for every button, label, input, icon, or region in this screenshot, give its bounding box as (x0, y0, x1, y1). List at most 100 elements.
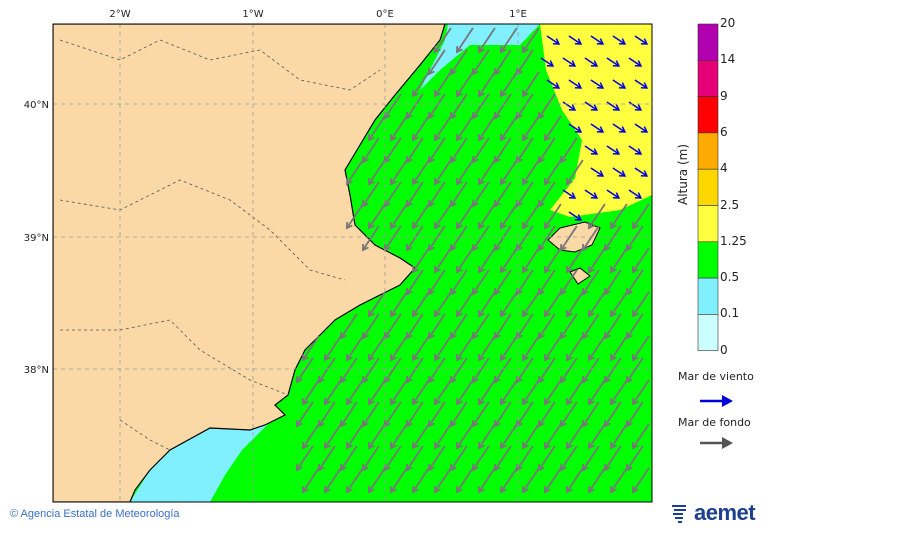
swell-arrow (450, 401, 468, 427)
colorbar-segment (697, 23, 719, 61)
swell-arrow-head (361, 243, 369, 252)
swell-arrow-head (339, 463, 347, 472)
swell-arrow-head (433, 397, 441, 406)
swell-arrow (390, 423, 408, 449)
swell-arrow-head (493, 375, 501, 384)
swell-arrow (494, 401, 512, 427)
swell-arrow-head (565, 265, 573, 274)
swell-arrow (472, 445, 490, 471)
swell-arrow-head (449, 287, 457, 296)
wind-sea-arrow (562, 57, 576, 67)
swell-arrow (384, 225, 402, 251)
swell-arrow (588, 247, 606, 273)
swell-arrow-head (515, 111, 523, 120)
swell-arrow-head (543, 309, 551, 318)
colorbar-tick: 1.25 (720, 233, 747, 248)
swell-arrow-head (449, 155, 457, 164)
swell-arrow-head (455, 133, 463, 142)
swell-arrow (500, 247, 518, 273)
swell-arrow (626, 269, 644, 295)
swell-arrow (472, 269, 490, 295)
wind-sea-arrow-head (552, 38, 561, 45)
wind-sea-arrow-head (574, 126, 583, 133)
swell-arrow (456, 291, 474, 317)
swell-arrow-head (515, 419, 523, 428)
wind-sea-arrow-head (546, 60, 555, 67)
swell-arrow-head (537, 111, 545, 120)
swell-arrow-head (493, 287, 501, 296)
wind-sea-arrow (612, 35, 626, 45)
swell-arrow (604, 445, 622, 471)
swell-arrow-head (471, 111, 479, 120)
swell-arrow (494, 445, 512, 471)
swell-arrow (450, 93, 468, 119)
swell-arrow-head (433, 485, 441, 494)
swell-arrow (362, 401, 380, 427)
swell-arrow (544, 159, 562, 185)
map-frame (52, 23, 653, 503)
swell-arrow-head (389, 485, 397, 494)
swell-arrow (450, 313, 468, 339)
swell-arrow (434, 27, 452, 53)
swell-arrow (560, 401, 578, 427)
swell-arrow (428, 225, 446, 251)
wind-sea-arrow (584, 145, 598, 155)
swell-arrow (340, 401, 358, 427)
swell-arrow (560, 269, 578, 295)
wind-sea-arrow-head (640, 38, 649, 45)
wind-sea-arrow-head (618, 82, 627, 89)
swell-arrow-head (609, 485, 617, 494)
wind-sea-arrow (584, 189, 598, 199)
swell-arrow (538, 269, 556, 295)
swell-arrow-head (477, 89, 485, 98)
swell-arrow-head (471, 331, 479, 340)
wind-sea-arrow-head (634, 104, 643, 111)
swell-arrow (456, 335, 474, 361)
swell-arrow (522, 159, 540, 185)
swell-arrow-head (565, 397, 573, 406)
swell-arrow (406, 269, 424, 295)
swell-arrow (450, 269, 468, 295)
swell-arrow-head (455, 89, 463, 98)
low-wave-region-south (130, 424, 268, 502)
wind-sea-arrow (584, 101, 598, 111)
swell-arrow-head (367, 485, 375, 494)
swell-arrow (566, 247, 584, 273)
swell-arrow (428, 137, 446, 163)
swell-arrow (456, 27, 474, 53)
swell-arrow (610, 379, 628, 405)
swell-arrow (368, 203, 386, 229)
swell-arrow (412, 467, 430, 493)
swell-arrow (362, 137, 380, 163)
swell-arrow-head (581, 243, 589, 252)
wind-sea-arrow-head (574, 82, 583, 89)
swell-arrow (500, 71, 518, 97)
swell-arrow-head (477, 309, 485, 318)
swell-arrow (456, 379, 474, 405)
swell-arrow-head (323, 441, 331, 450)
swell-arrow (346, 335, 364, 361)
colorbar-segment (697, 96, 719, 134)
swell-arrow (478, 379, 496, 405)
swell-arrow (406, 401, 424, 427)
swell-arrow (500, 335, 518, 361)
colorbar-tick: 0.5 (720, 270, 740, 285)
swell-arrow-head (515, 463, 523, 472)
swell-arrow (428, 269, 446, 295)
swell-arrow (516, 357, 534, 383)
swell-arrow-head (521, 441, 529, 450)
swell-arrow-head (499, 265, 507, 274)
swell-arrow (478, 115, 496, 141)
swell-arrow-head (587, 309, 595, 318)
swell-arrow-head (625, 243, 633, 252)
swell-arrow-head (493, 67, 501, 76)
swell-arrow (472, 357, 490, 383)
lat-tick: 38°N (24, 365, 49, 376)
swell-arrow-head (471, 419, 479, 428)
swell-arrow-head (537, 331, 545, 340)
swell-arrow (588, 335, 606, 361)
swell-arrow-head (603, 463, 611, 472)
wind-sea-arrow (590, 79, 604, 89)
wind-sea-arrow-head (612, 192, 621, 199)
swell-arrow (412, 115, 430, 141)
